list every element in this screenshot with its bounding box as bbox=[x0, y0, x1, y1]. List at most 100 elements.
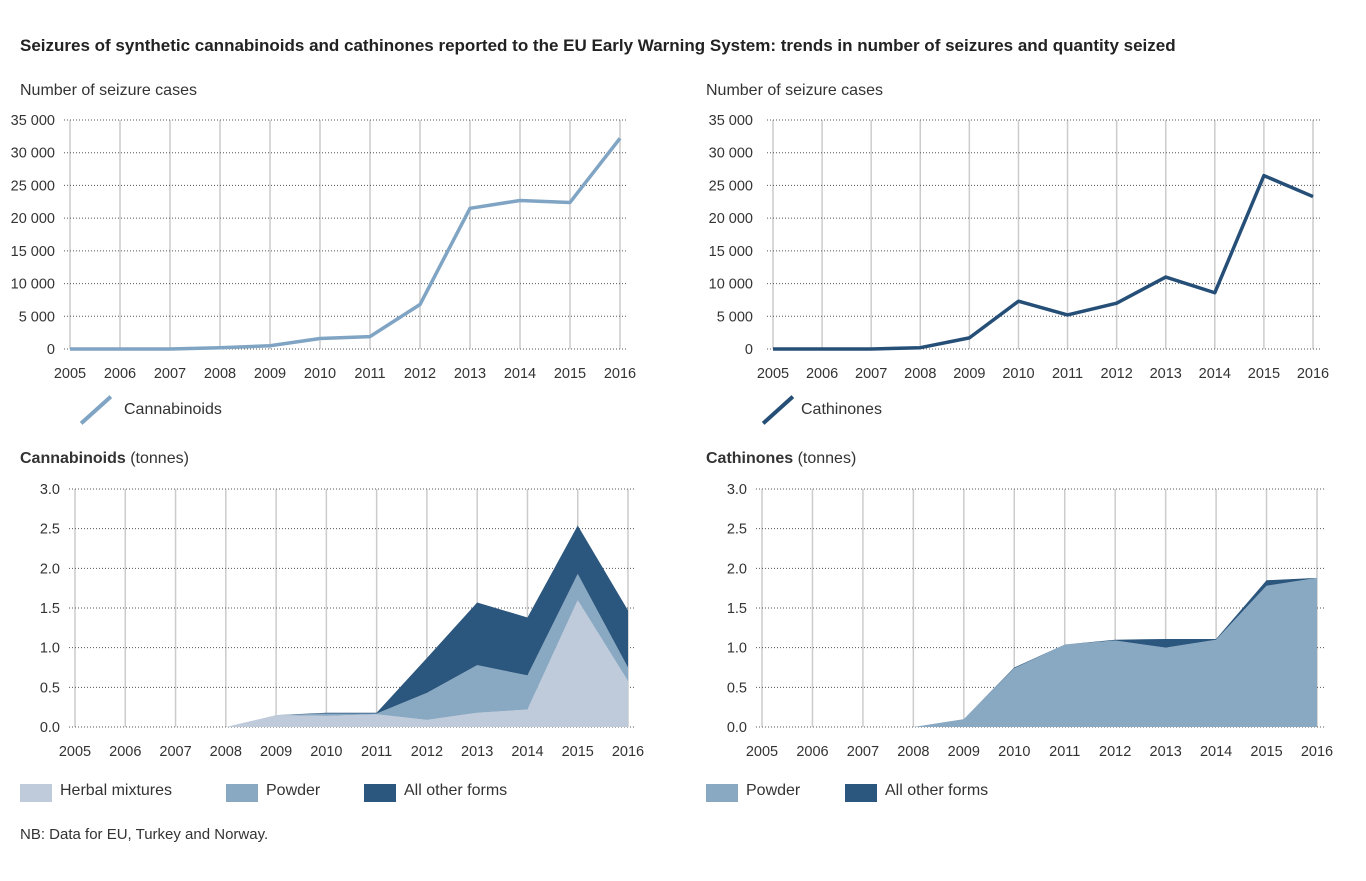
chart3-title-bold: Cannabinoids bbox=[20, 450, 126, 467]
footnote: NB: Data for EU, Turkey and Norway. bbox=[20, 826, 269, 843]
chart3-area-powder bbox=[225, 573, 628, 727]
chart1-x-tick-label: 2015 bbox=[554, 366, 586, 382]
chart4-title-unit: (tonnes) bbox=[793, 450, 857, 467]
chart4-y-tick-label: 1.0 bbox=[727, 641, 747, 657]
legend-item: Herbal mixtures bbox=[60, 782, 173, 799]
chart1-y-tick-label: 25 000 bbox=[11, 178, 55, 194]
legend-cathinones: Cathinones bbox=[801, 401, 882, 418]
chart3-x-tick-label: 2015 bbox=[562, 744, 594, 760]
chart1-y-tick-label: 10 000 bbox=[11, 277, 55, 293]
chart3-x-tick-label: 2005 bbox=[59, 744, 91, 760]
chart1-x-tick-label: 2014 bbox=[504, 366, 536, 382]
chart3-area-herbal-mixtures bbox=[225, 600, 628, 727]
chart2-x-tick-label: 2013 bbox=[1150, 366, 1182, 382]
legend-swatch-0 bbox=[20, 784, 52, 802]
chart3-x-tick-label: 2011 bbox=[361, 744, 392, 760]
chart3-x-tick-label: 2007 bbox=[159, 744, 191, 760]
legend-swatch-1 bbox=[226, 784, 258, 802]
chart1-x-tick-label: 2012 bbox=[404, 366, 436, 382]
chart4-y-tick-label: 1.5 bbox=[727, 601, 747, 617]
chart4-x-tick-label: 2011 bbox=[1049, 744, 1080, 760]
chart2-x-tick-label: 2006 bbox=[806, 366, 838, 382]
chart1-y-tick-label: 20 000 bbox=[11, 211, 55, 227]
chart4-x-tick-label: 2015 bbox=[1250, 744, 1282, 760]
chart3-y-tick-label: 3.0 bbox=[40, 482, 60, 498]
chart3-y-tick-label: 1.5 bbox=[40, 601, 60, 617]
chart2-x-tick-label: 2005 bbox=[757, 366, 789, 382]
chart1-y-tick-label: 5 000 bbox=[19, 309, 55, 325]
chart4-y-tick-label: 2.5 bbox=[727, 522, 747, 538]
chart1-x-tick-label: 2007 bbox=[154, 366, 186, 382]
chart4-x-tick-label: 2014 bbox=[1200, 744, 1232, 760]
chart3-x-tick-label: 2006 bbox=[109, 744, 141, 760]
chart1-series-line bbox=[70, 137, 622, 351]
chart4-x-tick-label: 2012 bbox=[1099, 744, 1131, 760]
chart1-y-tick-label: 35 000 bbox=[11, 113, 55, 129]
chart3-x-tick-label: 2010 bbox=[310, 744, 342, 760]
chart3-area-all-other-forms bbox=[225, 525, 628, 727]
chart1-x-tick-label: 2006 bbox=[104, 366, 136, 382]
chart2-x-tick-label: 2012 bbox=[1101, 366, 1133, 382]
legend-item: All other forms bbox=[885, 782, 989, 799]
chart4-x-tick-label: 2010 bbox=[998, 744, 1030, 760]
chart3-y-tick-label: 0.5 bbox=[40, 680, 60, 696]
chart2-x-tick-label: 2011 bbox=[1052, 366, 1083, 382]
chart2-x-tick-label: 2016 bbox=[1297, 366, 1329, 382]
chart4-y-tick-label: 3.0 bbox=[727, 482, 747, 498]
chart3-x-tick-label: 2012 bbox=[411, 744, 443, 760]
chart1-y-tick-label: 0 bbox=[47, 342, 55, 358]
chart3-title: Cannabinoids (tonnes) bbox=[20, 450, 189, 468]
chart2-series-line bbox=[773, 173, 1314, 351]
legend-swatch-1 bbox=[845, 784, 877, 802]
chart3-y-tick-label: 2.5 bbox=[40, 522, 60, 538]
chart3-y-tick-label: 2.0 bbox=[40, 561, 60, 577]
chart2-y-tick-label: 15 000 bbox=[709, 244, 753, 260]
legend-swatch-0 bbox=[706, 784, 738, 802]
chart1-x-tick-label: 2013 bbox=[454, 366, 486, 382]
chart1-x-tick-label: 2016 bbox=[604, 366, 636, 382]
chart4-title-bold: Cathinones bbox=[706, 450, 794, 467]
legend-item: Powder bbox=[266, 782, 321, 799]
chart2-y-tick-label: 0 bbox=[745, 342, 753, 358]
chart3-x-tick-label: 2013 bbox=[461, 744, 493, 760]
chart3-x-tick-label: 2008 bbox=[210, 744, 242, 760]
chart3-y-tick-label: 0.0 bbox=[40, 720, 60, 736]
chart1-y-tick-label: 15 000 bbox=[11, 244, 55, 260]
chart3-title-unit: (tonnes) bbox=[125, 450, 189, 467]
chart2-y-tick-label: 5 000 bbox=[717, 309, 753, 325]
chart1-x-tick-label: 2009 bbox=[254, 366, 286, 382]
chart4-y-tick-label: 0.0 bbox=[727, 720, 747, 736]
chart1-y-tick-label: 30 000 bbox=[11, 146, 55, 162]
chart3-y-tick-label: 1.0 bbox=[40, 641, 60, 657]
chart2-x-tick-label: 2009 bbox=[953, 366, 985, 382]
chart4-y-tick-label: 0.5 bbox=[727, 680, 747, 696]
chart2-x-tick-label: 2010 bbox=[1002, 366, 1034, 382]
chart2-y-tick-label: 35 000 bbox=[709, 113, 753, 129]
chart2-x-tick-label: 2015 bbox=[1248, 366, 1280, 382]
chart2-ylabel: Number of seizure cases bbox=[706, 82, 883, 99]
chart3-x-tick-label: 2014 bbox=[511, 744, 543, 760]
chart2-x-tick-label: 2014 bbox=[1199, 366, 1231, 382]
chart4-x-tick-label: 2007 bbox=[847, 744, 879, 760]
chart2-y-tick-label: 25 000 bbox=[709, 178, 753, 194]
chart1-x-tick-label: 2010 bbox=[304, 366, 336, 382]
chart4-title: Cathinones (tonnes) bbox=[706, 450, 856, 468]
figure-title: Seizures of synthetic cannabinoids and c… bbox=[20, 36, 1176, 55]
chart2-x-tick-label: 2007 bbox=[855, 366, 887, 382]
chart4-x-tick-label: 2008 bbox=[897, 744, 929, 760]
chart4-x-tick-label: 2009 bbox=[948, 744, 980, 760]
chart4-x-tick-label: 2006 bbox=[796, 744, 828, 760]
chart3-x-tick-label: 2009 bbox=[260, 744, 292, 760]
legend-swatch-2 bbox=[364, 784, 396, 802]
chart2-y-tick-label: 30 000 bbox=[709, 146, 753, 162]
chart3-x-tick-label: 2016 bbox=[612, 744, 644, 760]
chart4-x-tick-label: 2016 bbox=[1301, 744, 1333, 760]
chart2-y-tick-label: 20 000 bbox=[709, 211, 753, 227]
chart1-x-tick-label: 2011 bbox=[354, 366, 385, 382]
chart4-x-tick-label: 2005 bbox=[746, 744, 778, 760]
legend-cannabinoids: Cannabinoids bbox=[124, 401, 222, 418]
chart2-y-tick-label: 10 000 bbox=[709, 277, 753, 293]
chart4-x-tick-label: 2013 bbox=[1150, 744, 1182, 760]
